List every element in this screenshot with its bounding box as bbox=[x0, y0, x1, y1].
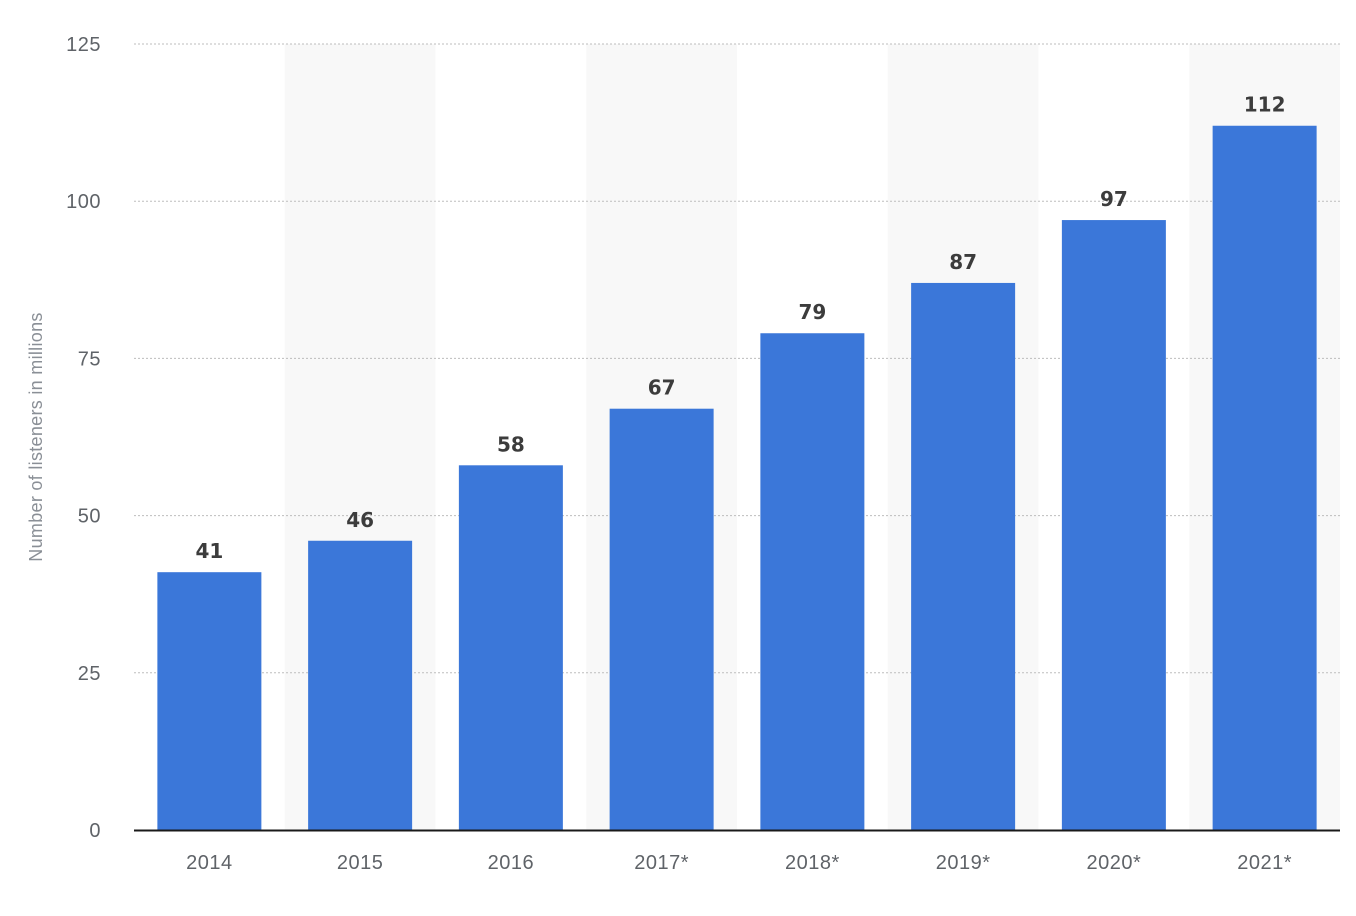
x-tick-label: 2016 bbox=[488, 852, 535, 874]
bar[interactable] bbox=[609, 408, 714, 830]
x-tick-labels: 2014 2015 2016 2017* 2018* 2019* 2020* 2021* bbox=[186, 852, 1292, 874]
x-tick-label: 2021* bbox=[1237, 852, 1292, 874]
y-tick-label: 125 bbox=[66, 34, 101, 56]
data-label: 97 bbox=[1100, 187, 1128, 211]
data-label: 58 bbox=[497, 432, 525, 456]
data-label: 87 bbox=[949, 250, 977, 274]
bar[interactable] bbox=[760, 333, 865, 830]
bar[interactable] bbox=[1061, 220, 1166, 831]
bar[interactable] bbox=[157, 572, 262, 830]
bar[interactable] bbox=[308, 540, 413, 830]
data-label: 79 bbox=[798, 300, 826, 324]
x-tick-label: 2015 bbox=[337, 852, 384, 874]
data-label: 67 bbox=[648, 376, 676, 400]
data-label: 41 bbox=[195, 539, 223, 563]
x-tick-label: 2018* bbox=[785, 852, 840, 874]
data-label: 112 bbox=[1244, 93, 1286, 117]
y-tick-label: 25 bbox=[78, 663, 101, 685]
bar[interactable] bbox=[911, 282, 1016, 831]
data-labels: 41 46 58 67 79 87 97 112 bbox=[195, 93, 1285, 563]
x-tick-label: 2017* bbox=[634, 852, 689, 874]
y-tick-label: 0 bbox=[89, 820, 101, 842]
y-axis-title: Number of listeners in millions bbox=[26, 312, 46, 561]
x-tick-label: 2014 bbox=[186, 852, 233, 874]
data-label: 46 bbox=[346, 508, 374, 532]
bars bbox=[157, 125, 1317, 831]
x-tick-label: 2019* bbox=[936, 852, 991, 874]
y-tick-labels: 0 25 50 75 100 125 bbox=[66, 34, 101, 842]
y-tick-label: 100 bbox=[66, 191, 101, 213]
y-tick-label: 50 bbox=[78, 506, 101, 528]
bar[interactable] bbox=[1212, 125, 1317, 830]
x-tick-label: 2020* bbox=[1086, 852, 1141, 874]
y-tick-label: 75 bbox=[78, 348, 101, 370]
bar[interactable] bbox=[458, 465, 563, 830]
